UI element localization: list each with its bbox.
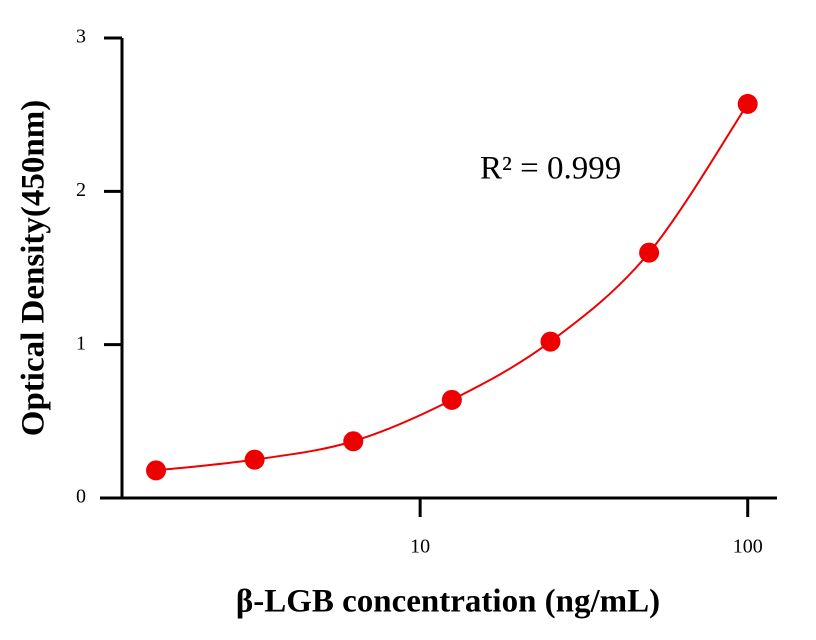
y-tick-label: 3: [76, 26, 86, 48]
y-axis-title: Optical Density(450nm): [16, 100, 52, 436]
data-point: [244, 449, 265, 470]
y-tick-label: 2: [76, 179, 86, 201]
data-point: [343, 431, 364, 452]
data-point: [737, 93, 758, 114]
data-point: [639, 242, 660, 263]
data-point: [146, 460, 167, 481]
data-point: [540, 331, 561, 352]
x-tick-label: 100: [733, 536, 763, 558]
x-axis-title: β-LGB concentration (ng/mL): [236, 584, 660, 620]
x-tick-label: 10: [410, 536, 430, 558]
y-tick-label: 0: [76, 486, 86, 508]
fit-curve: [155, 103, 749, 472]
y-tick-label: 1: [76, 332, 86, 354]
annotation: R² = 0.999: [480, 151, 621, 187]
data-point: [441, 389, 462, 410]
